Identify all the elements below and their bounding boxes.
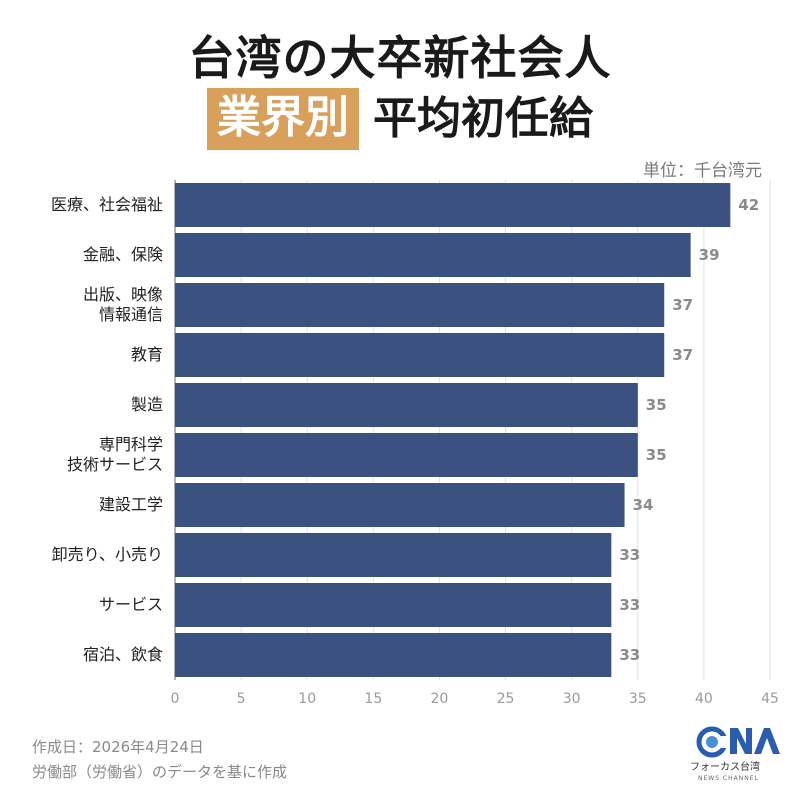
x-tick-label: 5: [237, 691, 246, 707]
bar: [175, 383, 638, 427]
title-highlight: 業界別: [207, 88, 359, 150]
category-label: 建設工学: [99, 495, 163, 514]
bar: [175, 233, 691, 277]
bar: [175, 183, 731, 227]
logo-a-shape: [754, 728, 780, 754]
chart-title-line1: 台湾の大卒新社会人: [188, 31, 612, 85]
value-label: 37: [672, 296, 693, 314]
bar: [175, 483, 625, 527]
category-label: 金融、保険: [83, 245, 163, 264]
category-label: 医療、社会福祉: [51, 195, 163, 214]
x-tick-label: 25: [497, 691, 515, 707]
footer-date: 作成日：2026年4月24日: [32, 738, 204, 756]
category-label: 情報通信: [99, 305, 163, 324]
logo-sub: NEWS CHANNEL: [698, 775, 759, 782]
category-label: 製造: [131, 395, 163, 414]
x-tick-label: 45: [761, 691, 779, 707]
category-label: 宿泊、飲食: [83, 645, 163, 664]
value-label: 42: [738, 196, 759, 214]
x-tick-label: 35: [629, 691, 647, 707]
bar: [175, 583, 612, 627]
globe-icon: [706, 736, 718, 748]
value-label: 39: [699, 246, 720, 264]
category-label: 教育: [131, 345, 163, 364]
bar: [175, 283, 665, 327]
x-tick-label: 10: [298, 691, 316, 707]
logo-name: フォーカス台湾: [690, 760, 760, 773]
logo-n-shape: [730, 728, 752, 754]
logo-c-gap: [721, 736, 729, 748]
value-label: 35: [646, 396, 667, 414]
bar: [175, 633, 612, 677]
x-tick-label: 0: [171, 691, 180, 707]
footer-source: 労働部（労働省）のデータを基に作成: [32, 763, 288, 781]
x-tick-label: 15: [364, 691, 382, 707]
chart-title-line2: 業界別 平均初任給: [0, 88, 800, 150]
x-tick-label: 40: [695, 691, 713, 707]
value-label: 37: [672, 346, 693, 364]
category-label: 技術サービス: [67, 455, 163, 474]
category-label: 出版、映像: [83, 285, 163, 304]
value-label: 33: [619, 646, 640, 664]
category-label: 専門科学: [99, 435, 163, 454]
value-label: 33: [619, 596, 640, 614]
value-label: 35: [646, 446, 667, 464]
bar: [175, 533, 612, 577]
unit-label: 単位：千台湾元: [643, 161, 762, 181]
bar: [175, 333, 665, 377]
category-label: 卸売り、小売り: [52, 545, 163, 564]
title-text: 平均初任給: [373, 93, 593, 144]
category-label: サービス: [99, 595, 163, 614]
bar: [175, 433, 638, 477]
value-label: 34: [633, 496, 654, 514]
x-tick-label: 30: [563, 691, 581, 707]
value-label: 33: [619, 546, 640, 564]
x-tick-label: 20: [431, 691, 449, 707]
cna-logo: フォーカス台湾 NEWS CHANNEL: [690, 726, 780, 782]
